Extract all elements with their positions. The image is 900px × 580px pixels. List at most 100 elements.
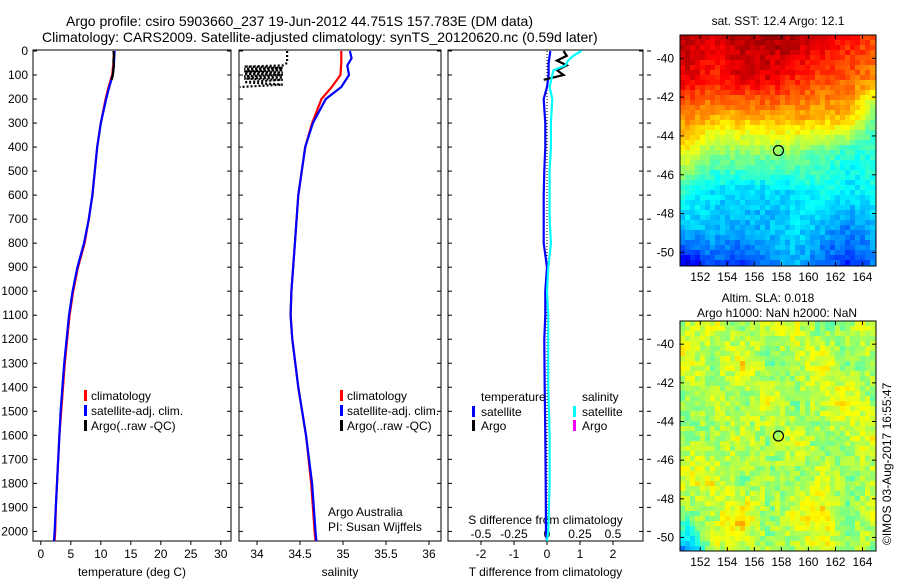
map-cell — [720, 331, 725, 336]
map-cell — [830, 255, 835, 260]
map-cell — [735, 125, 740, 130]
map-cell — [845, 200, 850, 205]
map-cell — [840, 255, 845, 260]
map-cell — [725, 411, 730, 416]
map-cell — [855, 240, 860, 245]
map-cell — [815, 45, 820, 50]
map-cell — [750, 250, 755, 255]
map-cell — [765, 351, 770, 356]
map-cell — [775, 486, 780, 491]
map-cell — [760, 341, 765, 346]
map-cell — [800, 431, 805, 436]
map-cell — [790, 175, 795, 180]
map-cell — [740, 55, 745, 60]
map-cell — [725, 210, 730, 215]
map-cell — [720, 326, 725, 331]
map-cell — [735, 361, 740, 366]
map-cell — [710, 376, 715, 381]
map-cell — [855, 486, 860, 491]
map-cell — [845, 55, 850, 60]
map-cell — [840, 471, 845, 476]
map-cell — [800, 401, 805, 406]
map-cell — [865, 100, 870, 105]
map-cell — [865, 110, 870, 115]
map-cell — [825, 150, 830, 155]
map-cell — [720, 521, 725, 526]
map-cell — [720, 200, 725, 205]
map-cell — [805, 401, 810, 406]
map-cell — [830, 356, 835, 361]
map-cell — [840, 446, 845, 451]
map-cell — [690, 250, 695, 255]
map-cell — [785, 411, 790, 416]
map-cell — [695, 496, 700, 501]
map-cell — [750, 165, 755, 170]
map-cell — [720, 230, 725, 235]
map-cell — [770, 115, 775, 120]
map-cell — [805, 506, 810, 511]
map-cell — [825, 255, 830, 260]
map-cell — [835, 336, 840, 341]
map-cell — [865, 165, 870, 170]
map-cell — [795, 546, 800, 551]
map-cell — [745, 481, 750, 486]
map-cell — [770, 225, 775, 230]
map-cell — [760, 140, 765, 145]
map-cell — [815, 85, 820, 90]
map-cell — [775, 100, 780, 105]
map-cell — [690, 180, 695, 185]
map-cell — [685, 210, 690, 215]
map-cell — [820, 105, 825, 110]
map-cell — [860, 351, 865, 356]
map-cell — [805, 546, 810, 551]
map-cell — [865, 346, 870, 351]
map-cell — [715, 90, 720, 95]
map-cell — [700, 421, 705, 426]
map-cell — [685, 436, 690, 441]
map-cell — [750, 476, 755, 481]
map-cell — [720, 491, 725, 496]
map-cell — [800, 361, 805, 366]
map-cell — [795, 541, 800, 546]
map-cell — [710, 245, 715, 250]
map-cell — [865, 481, 870, 486]
map-cell — [815, 546, 820, 551]
map-cell — [740, 190, 745, 195]
map-cell — [855, 185, 860, 190]
map-cell — [845, 75, 850, 80]
map-cell — [860, 466, 865, 471]
map-cell — [850, 346, 855, 351]
map-cell — [865, 351, 870, 356]
map-cell — [810, 506, 815, 511]
map-cell — [870, 471, 875, 476]
map-cell — [725, 371, 730, 376]
map-cell — [765, 40, 770, 45]
map-cell — [780, 546, 785, 551]
map-cell — [815, 346, 820, 351]
map-cell — [835, 35, 840, 40]
map-cell — [820, 125, 825, 130]
map-cell — [775, 135, 780, 140]
map-cell — [680, 321, 685, 326]
map-cell — [765, 185, 770, 190]
map-cell — [835, 416, 840, 421]
map-cell — [855, 125, 860, 130]
map-cell — [870, 105, 875, 110]
map-cell — [705, 391, 710, 396]
map-cell — [850, 521, 855, 526]
x-tick-label: 25 — [184, 547, 198, 561]
map-cell — [745, 351, 750, 356]
map-cell — [770, 45, 775, 50]
map-cell — [705, 120, 710, 125]
map-cell — [870, 436, 875, 441]
map-cell — [850, 356, 855, 361]
map-cell — [765, 406, 770, 411]
map-cell — [715, 225, 720, 230]
map-cell — [775, 190, 780, 195]
lat-tick-label: -46 — [657, 168, 675, 182]
map-cell — [750, 461, 755, 466]
map-cell — [785, 481, 790, 486]
map-cell — [730, 90, 735, 95]
map-cell — [685, 185, 690, 190]
map-cell — [760, 250, 765, 255]
